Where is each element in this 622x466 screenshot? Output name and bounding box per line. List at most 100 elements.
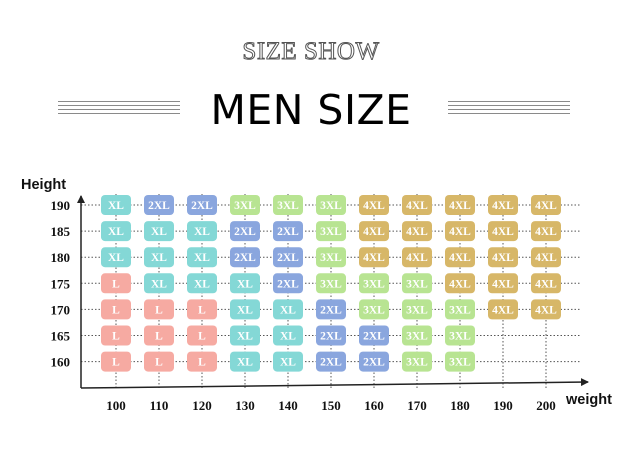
size-cell (187, 273, 217, 294)
size-cell (445, 273, 475, 294)
size-cell-label: XL (108, 226, 124, 238)
size-cell (316, 351, 346, 372)
size-cell-label: 2XL (191, 200, 213, 212)
size-cell (445, 195, 475, 215)
size-cell-label: XL (237, 331, 253, 343)
size-cell-label: 4XL (492, 200, 514, 212)
size-cell (359, 221, 389, 242)
x-axis-label: weight (565, 392, 612, 408)
chart-subtitle: SIZE SHOW (242, 38, 380, 66)
size-cell (101, 325, 131, 346)
size-cell (101, 247, 131, 268)
size-cell (144, 351, 174, 372)
size-cell-label: 2XL (148, 200, 170, 212)
size-cell (230, 351, 260, 372)
size-cell (531, 299, 561, 320)
x-tick-label: 160 (364, 398, 384, 413)
size-cell-label: L (112, 278, 120, 290)
size-cell-label: L (198, 331, 206, 343)
size-cell-label: 3XL (320, 252, 342, 264)
x-tick-label: 110 (150, 398, 169, 413)
size-cell (187, 299, 217, 320)
y-tick-label: 175 (51, 276, 71, 291)
size-cell (402, 195, 432, 215)
size-cell-label: XL (280, 304, 296, 316)
y-tick-label: 190 (51, 198, 71, 213)
size-cell (488, 195, 518, 215)
size-cell-label: 4XL (535, 226, 557, 238)
size-cell (273, 247, 303, 268)
size-cell (488, 273, 518, 294)
x-tick-label: 190 (493, 398, 513, 413)
size-cell (101, 351, 131, 372)
size-cell-label: 4XL (406, 252, 428, 264)
size-cell-label: 3XL (406, 304, 428, 316)
size-cell-label: 3XL (406, 331, 428, 343)
size-cell (273, 325, 303, 346)
size-cell (359, 351, 389, 372)
size-cell-label: 4XL (363, 252, 385, 264)
size-cell-label: 4XL (492, 226, 514, 238)
size-cell-label: 4XL (535, 278, 557, 290)
size-cell-label: 4XL (449, 226, 471, 238)
size-cell (531, 273, 561, 294)
size-cell (531, 195, 561, 215)
size-cell-label: L (198, 357, 206, 369)
x-axis (80, 378, 589, 389)
size-cell (144, 247, 174, 268)
size-cell-label: L (112, 331, 120, 343)
y-tick-label: 170 (51, 302, 71, 317)
size-cell-label: XL (108, 252, 124, 264)
y-tick-label: 160 (51, 355, 71, 370)
size-cell (187, 325, 217, 346)
size-cell (101, 299, 131, 320)
size-cell (144, 221, 174, 242)
size-cell-label: XL (237, 304, 253, 316)
size-cell-label: XL (194, 252, 210, 264)
y-tick-label: 185 (51, 224, 71, 239)
size-cell (101, 195, 131, 215)
size-cell-label: 3XL (277, 200, 299, 212)
size-cell-label: 4XL (492, 252, 514, 264)
size-cell-label: XL (151, 278, 167, 290)
size-cell-label: 3XL (449, 357, 471, 369)
size-cell (273, 221, 303, 242)
size-cell (402, 273, 432, 294)
size-cell (273, 195, 303, 215)
size-cell-label: 4XL (449, 278, 471, 290)
size-cell-label: 3XL (320, 278, 342, 290)
x-tick-label: 140 (278, 398, 298, 413)
size-cell (230, 325, 260, 346)
size-cell-label: XL (280, 331, 296, 343)
size-cell (445, 325, 475, 346)
size-cell-label: 2XL (234, 252, 256, 264)
size-cell (488, 221, 518, 242)
y-tick-label: 165 (51, 329, 71, 344)
size-cell (531, 221, 561, 242)
size-cell-label: 2XL (363, 331, 385, 343)
size-cell (144, 195, 174, 215)
size-cell-label: 2XL (320, 331, 342, 343)
size-cell-label: 4XL (406, 226, 428, 238)
size-cell (316, 195, 346, 215)
size-cell (230, 247, 260, 268)
size-cell-label: 3XL (406, 357, 428, 369)
size-cell (316, 325, 346, 346)
size-cell-label: 2XL (277, 226, 299, 238)
size-cell-label: 4XL (449, 252, 471, 264)
size-cell-label: 4XL (535, 200, 557, 212)
size-cell (101, 273, 131, 294)
x-tick-label: 120 (192, 398, 212, 413)
size-cell-label: 3XL (363, 278, 385, 290)
size-cell-label: L (155, 304, 163, 316)
size-cell (531, 247, 561, 268)
size-cell-label: 3XL (320, 226, 342, 238)
size-cell-label: XL (280, 357, 296, 369)
left-decorative-rule (58, 101, 180, 117)
size-cell (144, 273, 174, 294)
size-cell-label: 2XL (320, 304, 342, 316)
size-cell-label: L (198, 304, 206, 316)
size-cell-label: 2XL (277, 252, 299, 264)
size-cell (488, 299, 518, 320)
